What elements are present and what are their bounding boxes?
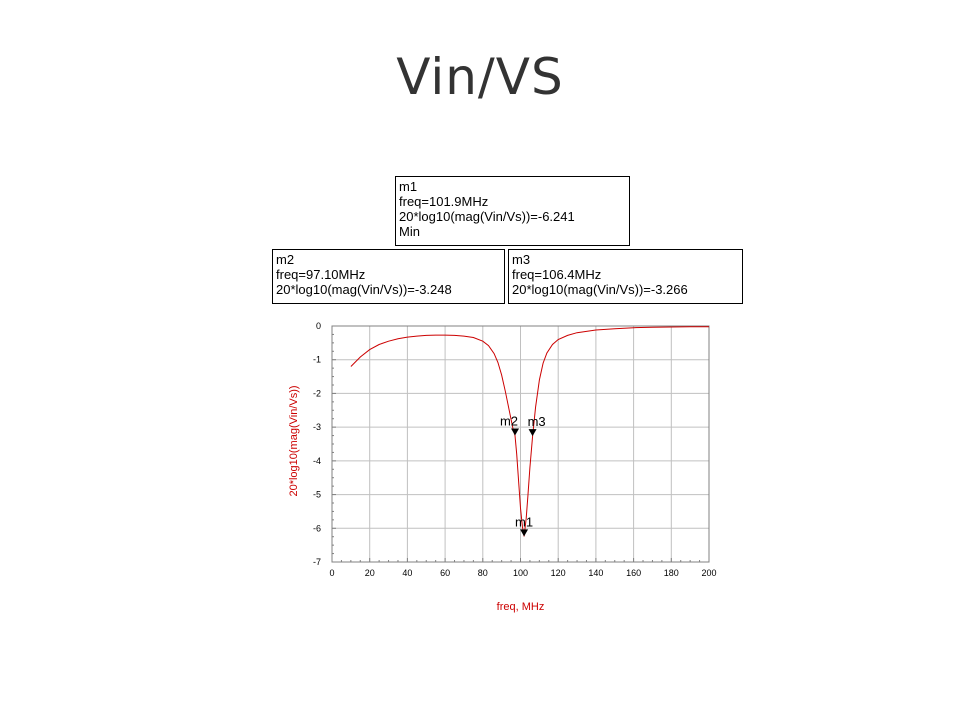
tick-labels: 0 20 40 60 80 100 120 140 160 180 200 0 -1 -2 -3 -4 -5 -6… [313, 321, 717, 578]
x-tick-label: 180 [664, 568, 679, 578]
marker-readout-m2: m2 freq=97.10MHz 20*log10(mag(Vin/Vs))=-… [272, 249, 505, 304]
x-tick-label: 40 [402, 568, 412, 578]
marker-readout-freq: freq=106.4MHz [512, 267, 602, 282]
marker-m2-triangle [511, 428, 520, 436]
y-tick-label: -6 [313, 523, 321, 533]
y-tick-label: -7 [313, 557, 321, 567]
marker-readout-m3: m3 freq=106.4MHz 20*log10(mag(Vin/Vs))=-… [508, 249, 743, 304]
series-line [350, 326, 709, 537]
x-tick-label: 120 [551, 568, 566, 578]
trace-markers: m1 m2 m3 [500, 414, 546, 537]
marker-readout-value: 20*log10(mag(Vin/Vs))=-3.266 [512, 282, 688, 297]
y-tick-label: -4 [313, 456, 321, 466]
y-tick-label: -3 [313, 422, 321, 432]
y-tick-label: -5 [313, 490, 321, 500]
marker-readout-value: 20*log10(mag(Vin/Vs))=-3.248 [276, 282, 452, 297]
plot-frame [331, 325, 710, 563]
marker-m1-triangle [520, 529, 529, 537]
x-tick-label: 140 [588, 568, 603, 578]
marker-m3-triangle [528, 429, 537, 437]
y-tick-label: -1 [313, 355, 321, 365]
y-axis-label: 20*log10(mag(Vin/Vs)) [288, 385, 300, 496]
marker-m1-label: m1 [515, 514, 533, 529]
marker-readout-name: m1 [399, 179, 418, 194]
x-axis-label: freq, MHz [497, 601, 545, 613]
marker-m3-label: m3 [528, 414, 546, 429]
marker-readout-name: m3 [512, 252, 531, 267]
x-tick-label: 160 [626, 568, 641, 578]
marker-m2-label: m2 [500, 414, 518, 429]
x-tick-label: 200 [701, 568, 716, 578]
x-tick-label: 0 [329, 568, 334, 578]
marker-readout-value: 20*log10(mag(Vin/Vs))=-6.241 [399, 209, 575, 224]
marker-readout-m1: m1 freq=101.9MHz 20*log10(mag(Vin/Vs))=-… [395, 176, 630, 246]
x-tick-label: 20 [365, 568, 375, 578]
x-tick-label: 100 [513, 568, 528, 578]
y-tick-label: 0 [316, 321, 321, 331]
marker-readout-mode: Min [399, 224, 420, 239]
y-tick-label: -2 [313, 388, 321, 398]
slide-title: Vin/VS [396, 48, 564, 106]
marker-readout-name: m2 [276, 252, 295, 267]
x-tick-label: 80 [478, 568, 488, 578]
marker-readout-freq: freq=97.10MHz [276, 267, 366, 282]
marker-readout-freq: freq=101.9MHz [399, 194, 489, 209]
x-tick-label: 60 [440, 568, 450, 578]
